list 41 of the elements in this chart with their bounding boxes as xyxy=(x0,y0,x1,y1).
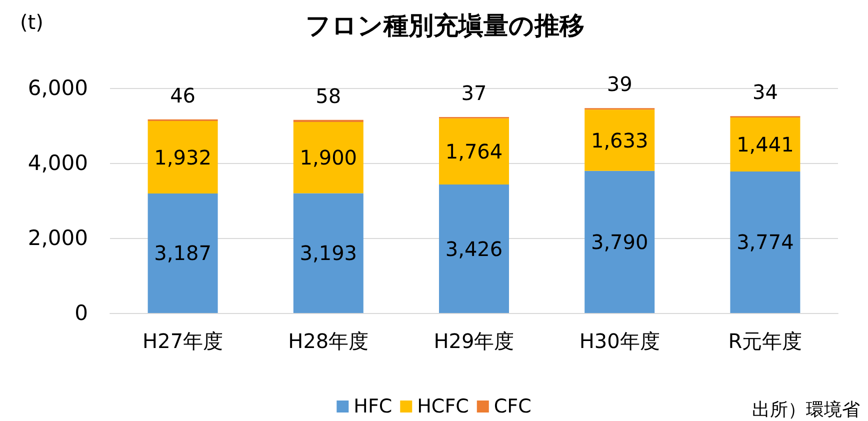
bar xyxy=(584,170,655,313)
data-label: 34 xyxy=(752,80,778,104)
data-label: 39 xyxy=(606,72,632,96)
y-axis-title: (t) xyxy=(20,10,44,34)
data-label: 3,790 xyxy=(590,230,648,254)
legend-label: CFC xyxy=(494,396,532,418)
bar xyxy=(439,118,509,185)
legend-label: HCFC xyxy=(417,396,469,418)
x-tick-label: H28年度 xyxy=(288,329,369,353)
data-label: 3,426 xyxy=(445,236,503,261)
y-tick-label: 0 xyxy=(74,301,88,325)
data-label: 3,774 xyxy=(736,230,794,254)
data-label: 1,441 xyxy=(736,132,794,156)
data-label: 1,764 xyxy=(445,139,503,164)
x-tick-label: H27年度 xyxy=(142,329,224,353)
data-label: 1,900 xyxy=(300,146,358,170)
x-tick-label: H30年度 xyxy=(579,329,660,353)
data-label: 37 xyxy=(461,80,487,105)
x-tick-label: R元年度 xyxy=(728,329,802,353)
data-label: 3,193 xyxy=(300,241,358,266)
bar xyxy=(293,120,364,122)
text: 出所）環境省 xyxy=(752,400,860,420)
bar xyxy=(148,121,218,194)
bar xyxy=(293,193,364,313)
data-label: 1,932 xyxy=(154,145,212,170)
bar xyxy=(584,110,655,171)
data-label: 58 xyxy=(316,84,342,108)
chart-title: フロン種別充塡量の推移 xyxy=(306,11,584,40)
bar xyxy=(293,122,364,194)
y-tick-label: 2,000 xyxy=(28,226,88,250)
x-tick-label: H29年度 xyxy=(434,329,514,353)
bar xyxy=(730,171,800,313)
y-tick-label: 4,000 xyxy=(28,151,88,175)
y-tick-label: 6,000 xyxy=(28,76,88,100)
legend-label: HFC xyxy=(354,396,392,418)
data-label: 1,633 xyxy=(590,128,648,152)
bar xyxy=(730,117,800,172)
bar xyxy=(439,184,509,313)
bar xyxy=(148,193,218,313)
data-label: 46 xyxy=(170,83,196,108)
data-label: 3,187 xyxy=(154,241,212,266)
